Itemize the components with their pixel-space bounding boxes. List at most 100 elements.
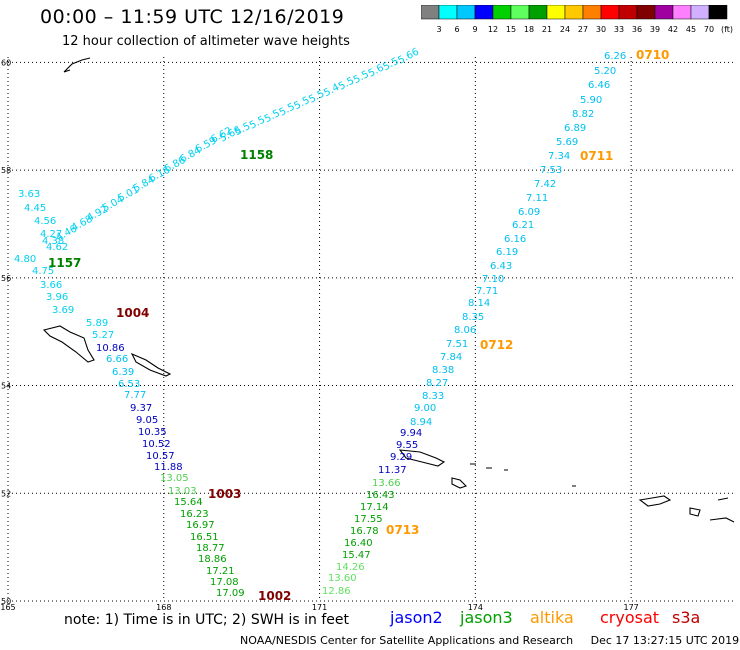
legend-jason3: jason3 bbox=[460, 608, 513, 627]
wave-height-label: 7.10 bbox=[482, 274, 504, 285]
latitude-label: 60 bbox=[1, 58, 11, 67]
overpass-time-label: 0711 bbox=[580, 149, 613, 163]
wave-height-label: 15.47 bbox=[342, 550, 371, 561]
coastline bbox=[689, 507, 701, 517]
colorbar-label: 18 bbox=[524, 25, 534, 34]
wave-height-label: 6.19 bbox=[496, 247, 518, 258]
colorbar-label: 30 bbox=[596, 25, 606, 34]
wave-height-label: 17.55 bbox=[354, 514, 383, 525]
wave-height-label: 4.38 bbox=[42, 236, 64, 247]
coastline bbox=[42, 325, 95, 363]
wave-height-label: 9.05 bbox=[136, 415, 158, 426]
colorbar-label: 24 bbox=[560, 25, 570, 34]
wave-height-label: 6.39 bbox=[112, 367, 134, 378]
wave-height-label: 6.09 bbox=[518, 207, 540, 218]
wave-height-label: 9.00 bbox=[414, 403, 436, 414]
latitude-label: 52 bbox=[1, 489, 11, 498]
overpass-time-label: 1002 bbox=[258, 589, 291, 603]
latitude-label: 54 bbox=[1, 382, 11, 391]
wave-height-label: 6.16 bbox=[504, 234, 526, 245]
legend-jason2: jason2 bbox=[390, 608, 443, 627]
wave-height-label: 6.53 bbox=[118, 379, 140, 390]
wave-height-label: 16.51 bbox=[190, 532, 219, 543]
wave-height-label: 18.86 bbox=[198, 554, 227, 565]
wave-height-label: 14.26 bbox=[336, 562, 365, 573]
longitude-label: 177 bbox=[624, 603, 639, 612]
coastline bbox=[709, 497, 735, 523]
wave-height-label: 7.11 bbox=[526, 193, 548, 204]
colorbar-label: 21 bbox=[542, 25, 552, 34]
wave-height-label: 7.53 bbox=[540, 165, 562, 176]
legend-cryosat: cryosat bbox=[600, 608, 660, 627]
wave-height-label: 5.69 bbox=[556, 137, 578, 148]
map-title: 00:00 – 11:59 UTC 12/16/2019 bbox=[40, 6, 345, 28]
coastline bbox=[451, 477, 468, 489]
wave-height-label: 11.88 bbox=[154, 462, 183, 473]
coastline bbox=[130, 352, 172, 377]
legend-s3a: s3a bbox=[672, 608, 701, 627]
colorbar-label: 15 bbox=[506, 25, 516, 34]
latitude-label: 56 bbox=[1, 274, 11, 283]
wave-height-label: 10.35 bbox=[138, 427, 167, 438]
wave-height-label: 8.35 bbox=[462, 312, 484, 323]
wave-height-label: 16.43 bbox=[366, 490, 395, 501]
wave-height-label: 4.80 bbox=[14, 254, 36, 265]
wave-height-label: 15.64 bbox=[174, 497, 203, 508]
latitude-label: 58 bbox=[1, 166, 11, 175]
wave-height-label: 3.96 bbox=[46, 292, 68, 303]
wave-height-label: 8.14 bbox=[468, 298, 490, 309]
wave-height-label: 9.29 bbox=[390, 452, 412, 463]
wave-height-label: 3.66 bbox=[40, 280, 62, 291]
wave-height-label: 11.37 bbox=[378, 465, 407, 476]
overpass-time-label: 1158 bbox=[240, 148, 273, 162]
colorbar-label: 6 bbox=[454, 25, 459, 34]
wave-height-label: 7.71 bbox=[476, 286, 498, 297]
wave-height-label: 5.20 bbox=[594, 66, 616, 77]
wave-height-label: 7.77 bbox=[124, 390, 146, 401]
wave-height-label: 6.66 bbox=[106, 354, 128, 365]
wave-height-label: 4.75 bbox=[32, 266, 54, 277]
wave-height-label: 3.63 bbox=[18, 189, 40, 200]
colorbar-label: 3 bbox=[436, 25, 441, 34]
colorbar-label: 9 bbox=[472, 25, 477, 34]
colorbar-label: (ft) bbox=[721, 25, 733, 34]
wave-height-label: 6.46 bbox=[588, 80, 610, 91]
footer-timestamp: Dec 17 13:27:15 UTC 2019 bbox=[590, 634, 740, 647]
wave-height-label: 6.43 bbox=[490, 261, 512, 272]
legend-altika: altika bbox=[530, 608, 574, 627]
colorbar-label: 45 bbox=[686, 25, 696, 34]
wave-height-label: 8.38 bbox=[432, 365, 454, 376]
wave-height-label: 4.45 bbox=[24, 203, 46, 214]
wave-height-label: 9.94 bbox=[400, 428, 422, 439]
wave-height-label: 6.89 bbox=[564, 123, 586, 134]
colorbar-label: 36 bbox=[632, 25, 642, 34]
wave-height-label: 6.21 bbox=[512, 220, 534, 231]
wave-height-label: 3.69 bbox=[52, 305, 74, 316]
latitude-label: 50 bbox=[1, 597, 11, 606]
wave-height-label: 7.34 bbox=[548, 151, 570, 162]
wave-height-label: 16.40 bbox=[344, 538, 373, 549]
colorbar-label: 70 bbox=[704, 25, 714, 34]
note-text: note: 1) Time is in UTC; 2) SWH is in fe… bbox=[64, 612, 350, 628]
wave-height-label: 5.90 bbox=[580, 95, 602, 106]
wave-height-label: 4.27 bbox=[40, 229, 62, 240]
wave-height-label: 13.66 bbox=[372, 478, 401, 489]
colorbar-label: 42 bbox=[668, 25, 678, 34]
longitude-label: 165 bbox=[0, 603, 15, 612]
coastline bbox=[398, 449, 446, 467]
wave-height-label: 7.84 bbox=[440, 352, 462, 363]
longitude-label: 168 bbox=[156, 603, 171, 612]
wave-height-label: 17.14 bbox=[360, 502, 389, 513]
overpass-time-label: 1003 bbox=[208, 487, 241, 501]
wave-height-label: 10.52 bbox=[142, 439, 171, 450]
wave-height-label: 5.27 bbox=[92, 330, 114, 341]
coastline bbox=[63, 57, 91, 73]
colorbar-label: 39 bbox=[650, 25, 660, 34]
colorbar-label: 33 bbox=[614, 25, 624, 34]
longitude-label: 171 bbox=[312, 603, 327, 612]
wave-height-label: 16.23 bbox=[180, 509, 209, 520]
wave-height-label: 13.05 bbox=[160, 473, 189, 484]
colorbar-label: 27 bbox=[578, 25, 588, 34]
map-subtitle: 12 hour collection of altimeter wave hei… bbox=[62, 34, 350, 49]
wave-height-label: 10.86 bbox=[96, 343, 125, 354]
